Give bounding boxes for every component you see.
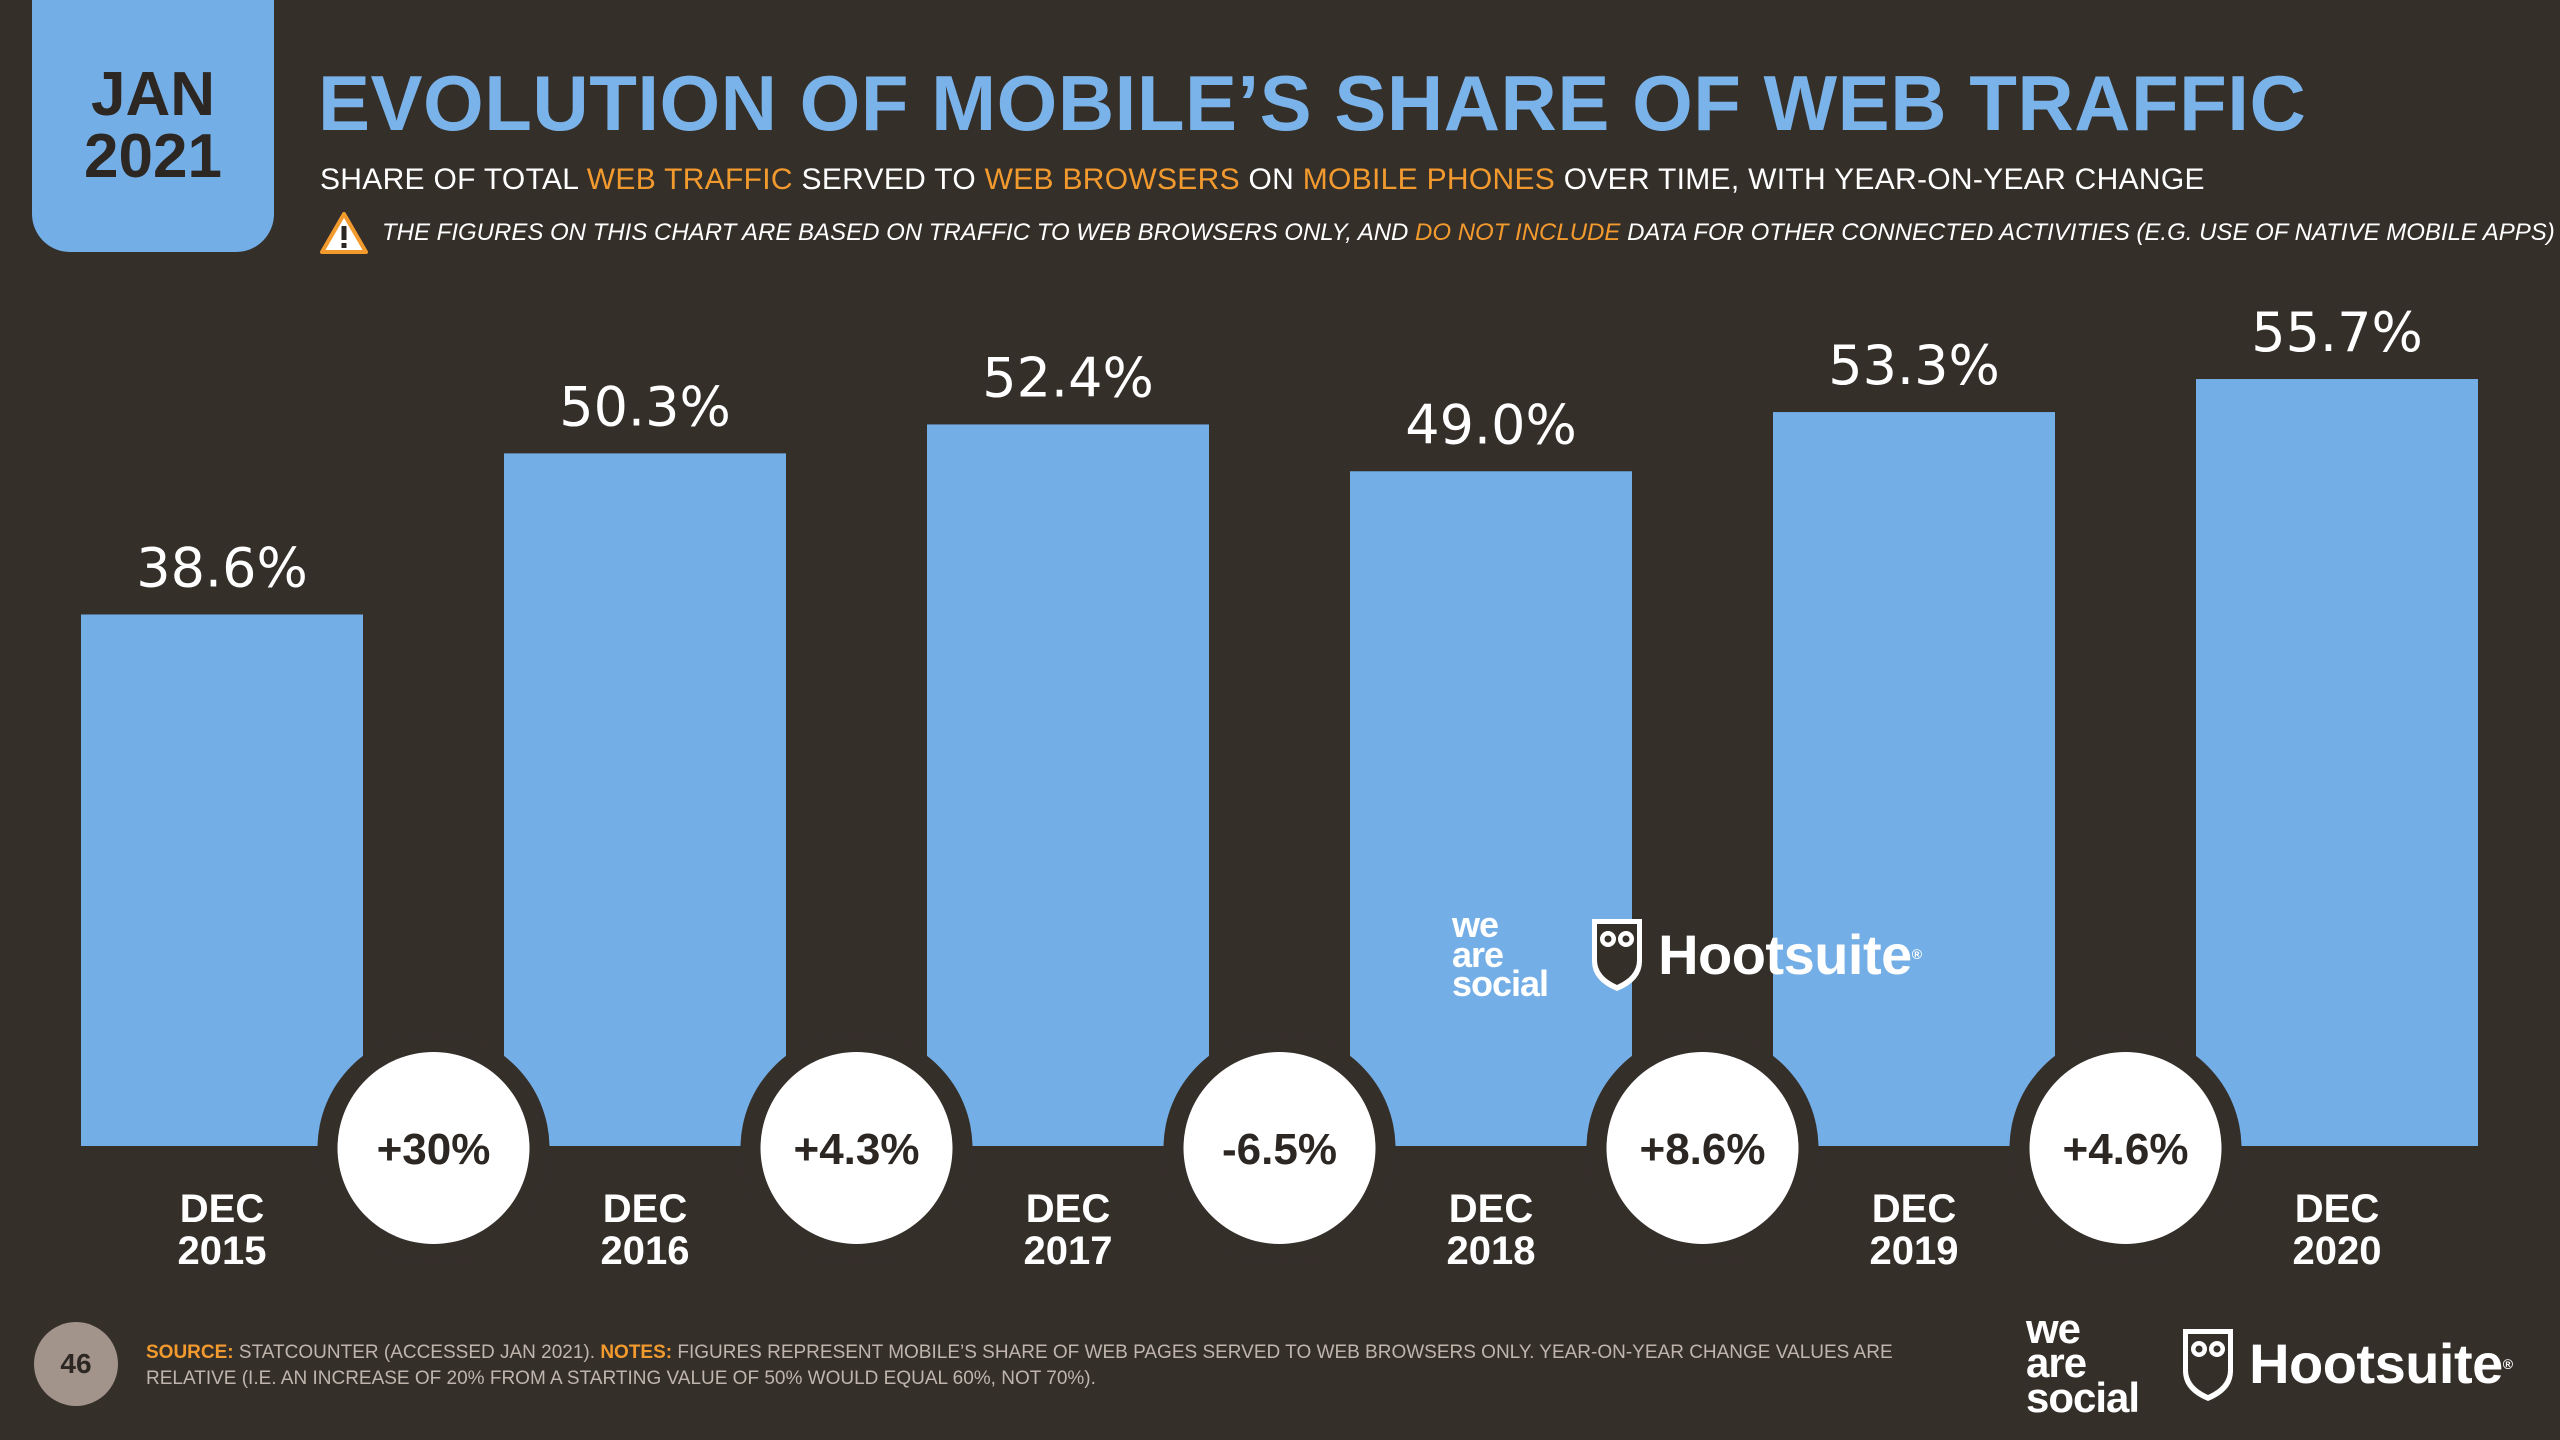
watermark-brand: we are social Hootsuite ® — [1452, 904, 1922, 1005]
warning-text: THE FIGURES ON THIS CHART ARE BASED ON T… — [382, 219, 2555, 247]
bar-value-label: 38.6% — [136, 536, 308, 599]
hootsuite-logo: Hootsuite ® — [2179, 1325, 2513, 1403]
x-tick-label: 2016 — [601, 1229, 690, 1273]
x-tick-label: DEC — [1872, 1187, 1956, 1231]
warning-icon — [320, 212, 368, 254]
change-bubble — [1183, 1052, 1376, 1244]
badge-year: 2021 — [84, 122, 222, 191]
bar-value-label: 52.4% — [982, 346, 1154, 409]
bar — [81, 614, 363, 1146]
we-are-social-logo: we are social — [2026, 1305, 2140, 1421]
change-bubble — [337, 1052, 530, 1244]
change-label: -6.5% — [1222, 1125, 1337, 1174]
page-number: 46 — [34, 1322, 118, 1406]
subtitle-highlight: WEB BROWSERS — [984, 163, 1240, 196]
bar — [1773, 412, 2055, 1147]
we-are-social-logo: we are social — [1452, 904, 1549, 1005]
badge-month: JAN — [90, 60, 216, 129]
change-label: +4.6% — [2063, 1125, 2189, 1174]
owl-icon — [2183, 1328, 2234, 1401]
change-label: +30% — [377, 1125, 491, 1174]
subtitle-highlight: WEB TRAFFIC — [586, 163, 793, 196]
notes-label: NOTES: — [600, 1342, 673, 1363]
owl-icon — [1592, 919, 1643, 992]
bar-value-label: 49.0% — [1405, 393, 1577, 456]
notes-text: FIGURES REPRESENT MOBILE’S SHARE OF WEB … — [146, 1342, 1893, 1389]
subtitle-part: ON — [1239, 163, 1303, 196]
bar-value-label: 55.7% — [2251, 301, 2423, 364]
bar — [927, 424, 1209, 1146]
bar-value-label: 53.3% — [1828, 334, 2000, 397]
subtitle-part: SHARE OF TOTAL — [320, 163, 587, 196]
warning-part: THE FIGURES ON THIS CHART ARE BASED ON T… — [382, 219, 1416, 246]
x-tick-label: 2015 — [178, 1229, 267, 1273]
bar — [504, 453, 786, 1146]
x-tick-label: DEC — [1449, 1187, 1533, 1231]
x-tick-label: 2017 — [1024, 1229, 1113, 1273]
subtitle-part: OVER TIME, WITH YEAR-ON-YEAR CHANGE — [1555, 163, 2205, 196]
bar-value-label: 50.3% — [559, 375, 731, 438]
subtitle-highlight: MOBILE PHONES — [1302, 163, 1556, 196]
change-label: +4.3% — [794, 1125, 920, 1174]
x-tick-label: DEC — [1026, 1187, 1110, 1231]
x-tick-label: 2018 — [1447, 1229, 1536, 1273]
change-bubble — [2029, 1052, 2222, 1244]
x-tick-label: 2020 — [2293, 1229, 2382, 1273]
change-label: +8.6% — [1640, 1125, 1766, 1174]
footer-brand: we are social Hootsuite ® — [2026, 1305, 2513, 1421]
x-tick-label: DEC — [2295, 1187, 2379, 1231]
change-bubble — [1606, 1052, 1799, 1244]
source-label: SOURCE: — [146, 1342, 234, 1363]
warning-note: THE FIGURES ON THIS CHART ARE BASED ON T… — [320, 212, 2555, 254]
change-bubble — [760, 1052, 953, 1244]
x-tick-label: DEC — [603, 1187, 687, 1231]
hootsuite-logo: Hootsuite ® — [1588, 915, 1922, 993]
subtitle: SHARE OF TOTAL WEB TRAFFIC SERVED TO WEB… — [320, 163, 2205, 197]
subtitle-part: SERVED TO — [792, 163, 985, 196]
date-badge: JAN 2021 — [32, 0, 274, 252]
warning-highlight: DO NOT INCLUDE — [1415, 219, 1621, 246]
source-text: STATCOUNTER (ACCESSED JAN 2021). — [233, 1342, 601, 1363]
bar — [2196, 379, 2478, 1146]
x-tick-label: 2019 — [1870, 1229, 1959, 1273]
x-tick-label: DEC — [180, 1187, 264, 1231]
bar — [1350, 471, 1632, 1146]
page-title: EVOLUTION OF MOBILE’S SHARE OF WEB TRAFF… — [318, 59, 2307, 147]
warning-part: DATA FOR OTHER CONNECTED ACTIVITIES (E.G… — [1620, 219, 2555, 246]
source-notes: SOURCE: STATCOUNTER (ACCESSED JAN 2021).… — [146, 1340, 1926, 1391]
